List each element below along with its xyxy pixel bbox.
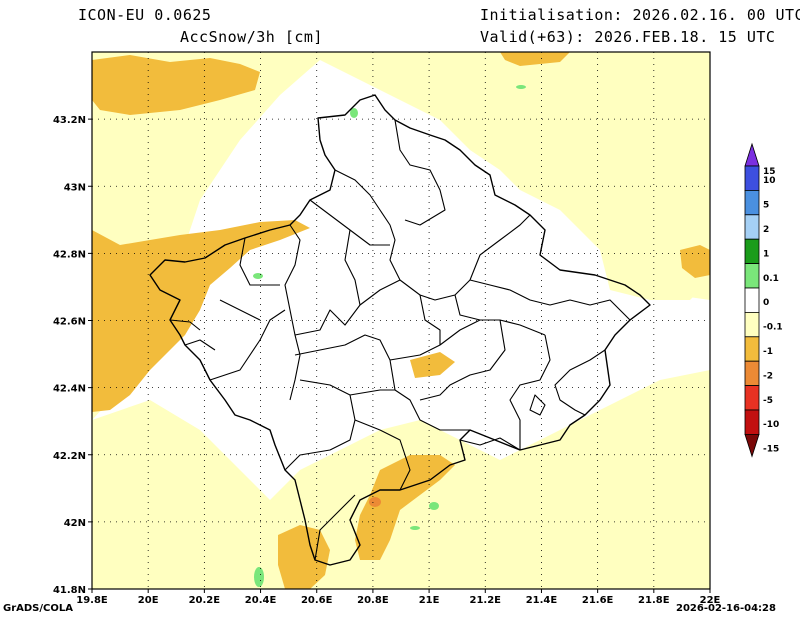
legend-swatch (744, 190, 760, 216)
legend-level-label: -10 (763, 420, 779, 430)
lat-tick-label: 42N (64, 518, 86, 529)
green-spot (350, 108, 358, 118)
lon-tick-label: 19.8E (76, 595, 108, 606)
legend-level-label: 2 (763, 225, 769, 235)
orange-region (92, 55, 260, 115)
lat-tick-label: 42.4N (53, 384, 86, 395)
legend-level-label: -2 (763, 371, 773, 381)
lon-tick-label: 20.8E (357, 595, 389, 606)
legend-level-label: 0 (763, 298, 769, 308)
lon-tick-label: 20.6E (301, 595, 333, 606)
lat-tick-label: 42.2N (53, 451, 86, 462)
legend-level-label: -0.1 (763, 323, 783, 333)
legend-arrow-bottom (744, 433, 760, 458)
lon-tick-label: 22E (700, 595, 721, 606)
legend-swatch (744, 263, 760, 289)
legend-swatch (744, 336, 760, 362)
green-spot (254, 567, 264, 587)
legend-swatch (744, 409, 760, 435)
orange-region (92, 220, 310, 412)
orange-region (278, 525, 330, 589)
lat-tick-label: 43.2N (53, 115, 86, 126)
municipal-borders (149, 94, 651, 566)
lon-tick-label: 21E (419, 595, 440, 606)
legend-swatch (744, 165, 760, 191)
legend-swatch (744, 287, 760, 313)
valid-time: Valid(+63): 2026.FEB.18. 15 UTC (480, 28, 776, 46)
country-border (149, 94, 651, 566)
lat-tick-label: 42.8N (53, 249, 86, 260)
legend-swatch (744, 385, 760, 411)
legend-arrow-top (744, 142, 760, 167)
lat-tick-label: 41.8N (53, 585, 86, 596)
legend-level-label: 5 (763, 201, 769, 211)
green-spot (253, 273, 263, 279)
legend-level-label: -1 (763, 347, 773, 357)
light-yellow-region (92, 52, 710, 420)
orange-region (500, 52, 570, 66)
lon-tick-label: 21.4E (526, 595, 558, 606)
legend-level-label: 1 (763, 249, 769, 259)
legend-level-label: 10 (763, 176, 776, 186)
grid-lines (92, 52, 710, 589)
legend-swatch (744, 311, 760, 338)
orange-region (680, 245, 710, 278)
green-spot (410, 526, 420, 530)
lat-tick-label: 43N (64, 182, 86, 193)
footer-timestamp: 2026-02-16-04:28 (676, 603, 776, 614)
lon-tick-label: 20E (138, 595, 159, 606)
green-spot (516, 85, 526, 89)
dark-orange-spot (369, 497, 381, 507)
legend-level-label: 15 (763, 167, 776, 177)
orange-region (355, 455, 455, 560)
lat-tick-label: 42.6N (53, 317, 86, 328)
lon-tick-label: 21.6E (582, 595, 614, 606)
model-title: ICON-EU 0.0625 (78, 6, 212, 24)
lon-tick-label: 20.2E (189, 595, 221, 606)
legend-swatch (744, 214, 760, 240)
legend-level-label: -5 (763, 396, 773, 406)
init-time: Initialisation: 2026.02.16. 00 UTC (480, 6, 800, 24)
lon-tick-label: 21.2E (470, 595, 502, 606)
green-spot (429, 502, 439, 510)
legend-level-label: -15 (763, 445, 779, 455)
precip-field (92, 52, 710, 589)
footer-credit: GrADS/COLA (3, 603, 73, 614)
legend-level-label: 0.1 (763, 274, 779, 284)
orange-region (410, 352, 455, 378)
legend-swatch (744, 238, 760, 264)
lon-tick-label: 21.8E (638, 595, 670, 606)
lon-tick-label: 20.4E (245, 595, 277, 606)
axis-ticks: 19.8E 20E 20.2E 20.4E 20.6E 20.8E 21E 21.2E 21.4… (53, 115, 721, 606)
legend-swatch (744, 360, 760, 386)
variable-title: AccSnow/3h [cm] (180, 28, 323, 46)
